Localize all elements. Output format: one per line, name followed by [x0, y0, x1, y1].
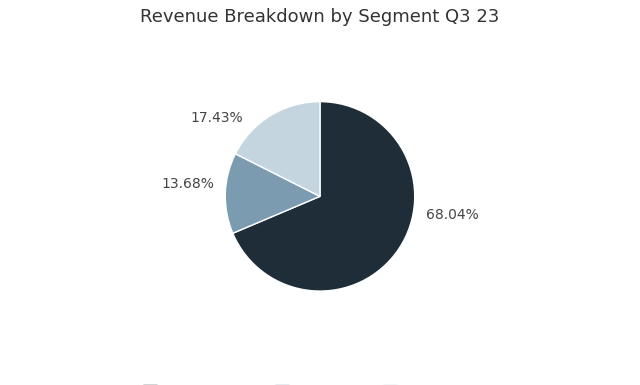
Text: 17.43%: 17.43%	[190, 111, 243, 125]
Text: 68.04%: 68.04%	[426, 208, 479, 222]
Wedge shape	[233, 102, 415, 291]
Wedge shape	[225, 154, 320, 233]
Legend: Walmart U.S., Sam Club, International: Walmart U.S., Sam Club, International	[137, 379, 503, 385]
Wedge shape	[236, 102, 320, 196]
Text: 13.68%: 13.68%	[161, 177, 214, 191]
Title: Revenue Breakdown by Segment Q3 23: Revenue Breakdown by Segment Q3 23	[140, 8, 500, 26]
